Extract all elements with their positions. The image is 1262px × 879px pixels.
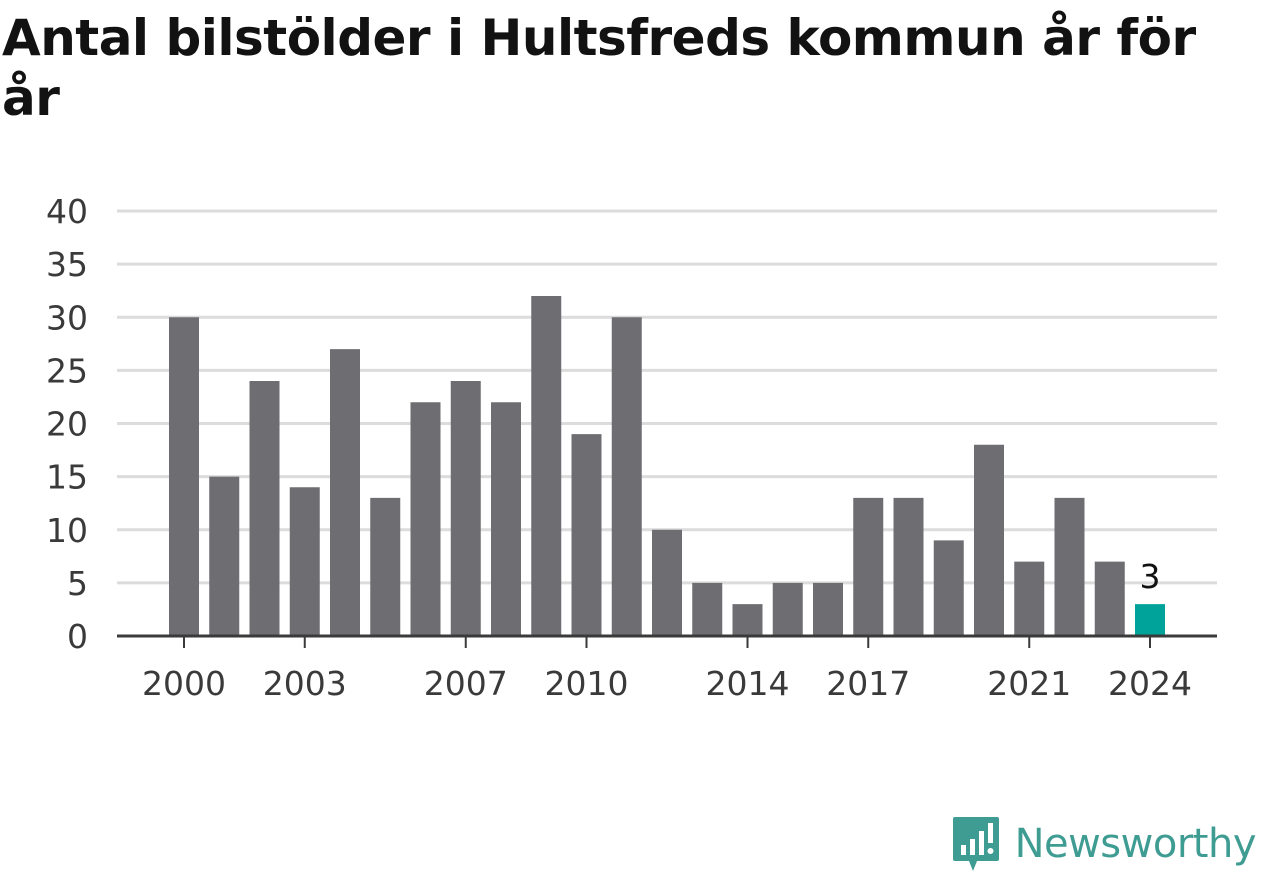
x-tick-label: 2007 (424, 664, 508, 703)
bar-2009 (531, 296, 562, 636)
bar-2001 (209, 476, 240, 636)
newsworthy-logo-icon (952, 817, 999, 871)
bar-2020 (974, 444, 1004, 636)
bar-2005 (370, 497, 401, 636)
y-tick-label: 25 (46, 351, 88, 390)
y-axis-labels: 0 5 10 15 20 25 30 35 40 (46, 192, 88, 656)
y-tick-label: 40 (46, 192, 88, 231)
x-tick-label: 2021 (987, 664, 1071, 703)
bar-2007 (450, 381, 481, 636)
bar-2023 (1094, 561, 1125, 636)
bar-2017 (853, 497, 884, 636)
bar-2011 (611, 317, 642, 636)
bar-2013 (692, 582, 723, 636)
bar-2018 (893, 497, 924, 636)
bar-2003 (289, 487, 320, 636)
bar-2006 (410, 402, 441, 636)
y-tick-label: 0 (67, 617, 88, 656)
x-tick-label: 2003 (263, 664, 347, 703)
y-tick-label: 5 (67, 564, 88, 603)
bar-2010 (571, 434, 602, 636)
x-tick-label: 2000 (142, 664, 226, 703)
bar-2024 (1135, 604, 1165, 636)
bar-2012 (652, 529, 682, 636)
x-tick-label: 2014 (706, 664, 790, 703)
data-labels: 3 (1140, 557, 1161, 596)
bar-2002 (249, 381, 280, 636)
y-tick-label: 35 (46, 245, 88, 284)
x-tick-label: 2017 (826, 664, 910, 703)
x-tick-label: 2024 (1108, 664, 1192, 703)
bar-2022 (1054, 497, 1085, 636)
bar-2004 (330, 349, 360, 636)
bars (169, 296, 1165, 636)
bar-2021 (1014, 561, 1045, 636)
newsworthy-logo: Newsworthy (951, 817, 1257, 871)
y-tick-label: 20 (46, 405, 88, 444)
newsworthy-logo-text: Newsworthy (1014, 821, 1257, 867)
y-tick-label: 15 (46, 458, 88, 497)
gridlines (117, 209, 1217, 585)
x-tick-label: 2010 (545, 664, 629, 703)
data-label-2024: 3 (1140, 557, 1161, 596)
x-axis-labels: 2000 2003 2007 2010 2014 2017 2021 2024 (142, 664, 1192, 703)
bar-2008 (491, 402, 521, 636)
bar-2000 (169, 317, 199, 636)
y-tick-label: 30 (46, 298, 88, 337)
bar-2016 (813, 582, 843, 636)
bar-2014 (732, 604, 763, 636)
x-axis (117, 634, 1217, 648)
chart-title: Antal bilstölder i Hultsfreds kommun år … (2, 9, 1196, 127)
y-tick-label: 10 (46, 511, 88, 550)
bar-2019 (933, 540, 964, 636)
bar-2015 (772, 582, 803, 636)
